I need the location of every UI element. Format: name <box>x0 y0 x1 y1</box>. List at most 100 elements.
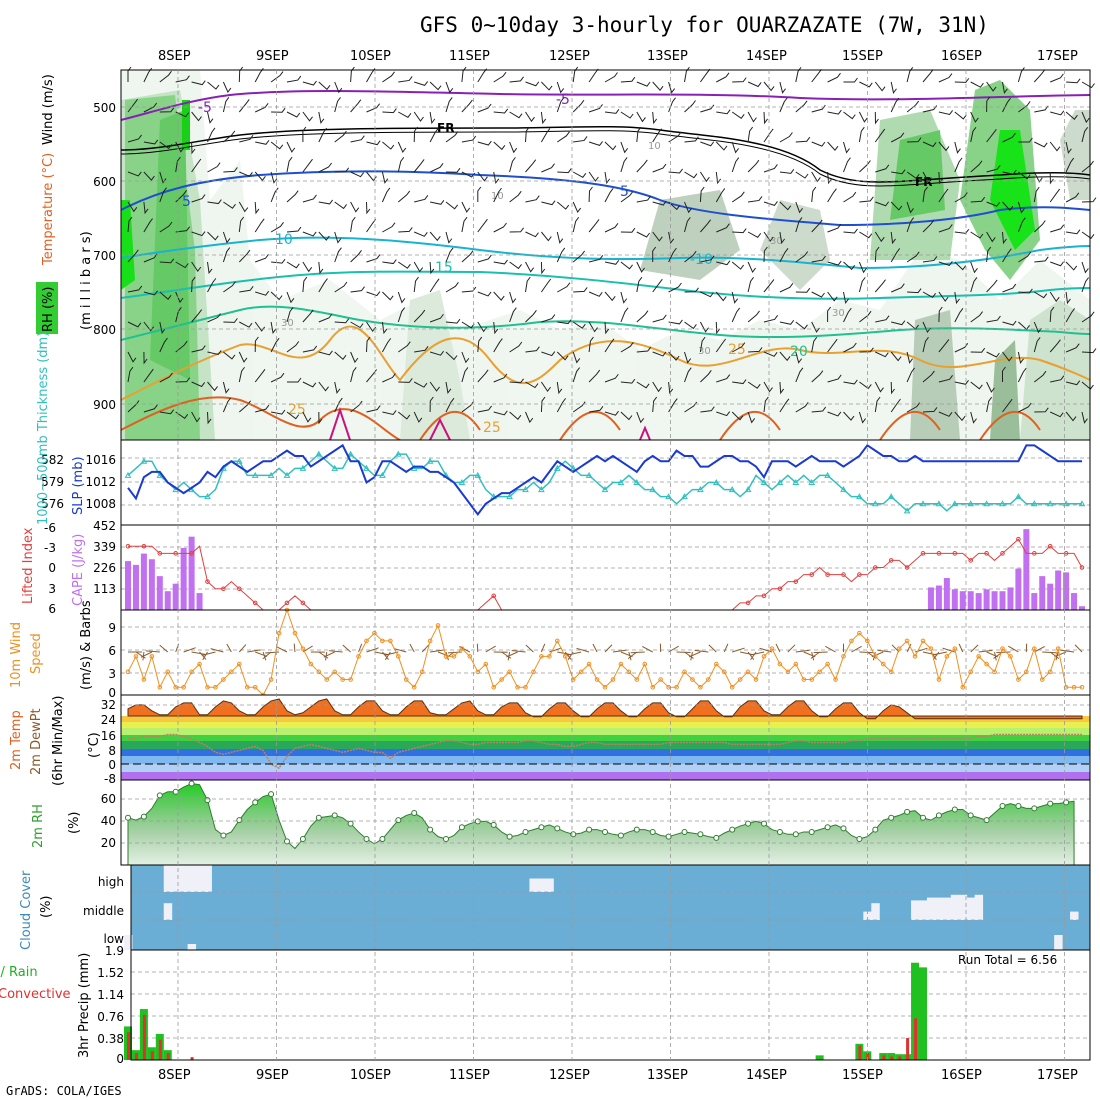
upper-wind-barb <box>874 128 886 143</box>
upper-wind-barb <box>445 381 452 395</box>
upper-wind-barb <box>795 201 803 214</box>
upper-wind-barb <box>270 291 283 301</box>
surface-wind-barb <box>421 644 430 653</box>
upper-wind-barb <box>350 216 356 233</box>
lifted-index-marker <box>1032 551 1037 556</box>
upper-wind-barb <box>381 338 392 353</box>
wind-speed-marker <box>602 684 608 690</box>
thickness-marker <box>426 457 434 464</box>
surface-wind-barb <box>393 647 407 653</box>
upper-wind-barb <box>127 321 142 328</box>
upper-wind-barb <box>763 381 773 393</box>
precip-panel: Run Total = 6.56 1.9 1.52 1.14 0.76 0.38… <box>0 944 1091 1066</box>
lifted-index-marker <box>300 600 306 606</box>
contour-label: 30 <box>770 236 783 247</box>
precip-convective-bar <box>150 1051 154 1060</box>
upper-wind-barb <box>302 231 317 237</box>
li-axis-label: Lifted Index <box>21 527 36 604</box>
upper-wind-barb <box>715 291 727 302</box>
upper-wind-barb <box>159 321 166 334</box>
thickness-marker <box>665 493 672 500</box>
thickness-marker <box>553 464 561 471</box>
top-date-label: 13SEP <box>647 49 688 64</box>
upper-wind-barb <box>302 126 307 142</box>
cape-bars <box>125 529 1085 610</box>
wind-speed-marker <box>737 677 743 682</box>
upper-wind-barb <box>271 409 286 415</box>
surface-wind-barb <box>750 651 765 656</box>
rh-marker <box>299 836 306 843</box>
contour-label: 10 <box>491 191 504 202</box>
upper-wind-barb <box>223 167 238 173</box>
cape-bar <box>951 589 958 610</box>
upper-wind-barb <box>731 157 740 173</box>
wind-speed-marker <box>531 669 536 675</box>
upper-wind-barb <box>143 351 148 365</box>
upper-wind-barb <box>827 374 842 383</box>
upper-wind-barb <box>1065 157 1075 173</box>
upper-wind-barb <box>1081 127 1089 143</box>
upper-wind-barb <box>175 226 191 233</box>
pressure-tick: 900 <box>93 398 116 412</box>
upper-wind-barb <box>461 401 475 413</box>
upper-wind-barb <box>747 81 762 88</box>
upper-wind-barb <box>874 396 881 413</box>
upper-wind-barb <box>1049 141 1061 152</box>
upper-wind-barb <box>1081 81 1095 89</box>
surface-wind-barb <box>811 651 815 661</box>
upper-wind-barb <box>143 67 153 83</box>
upper-wind-barb <box>445 351 458 361</box>
upper-wind-barb <box>779 201 792 211</box>
surface-wind-barb <box>630 651 645 654</box>
upper-wind-barb <box>906 402 921 413</box>
upper-wind-barb <box>207 278 217 293</box>
upper-wind-barb <box>127 134 142 143</box>
wind-speed-marker <box>857 630 862 636</box>
lifted-index-marker <box>205 579 210 584</box>
upper-air-panel: -5 -5 5 5 10 -10 15 20 25 25 25 FR FR 10… <box>36 66 1097 441</box>
upper-wind-barb <box>414 195 429 203</box>
upper-wind-barb <box>556 247 566 263</box>
contour-label: 10 <box>275 232 293 248</box>
thickness-marker <box>887 493 895 500</box>
upper-wind-barb <box>461 286 477 293</box>
upper-wind-barb <box>159 337 168 353</box>
upper-wind-barb <box>557 319 572 325</box>
upper-wind-barb <box>636 81 651 87</box>
precip-convective-bar <box>166 1053 170 1060</box>
wind-speed-marker <box>920 638 926 644</box>
upper-wind-barb <box>795 217 803 233</box>
surface-wind-barb <box>723 643 729 653</box>
upper-wind-barb <box>429 111 436 125</box>
wind-speed-marker <box>229 669 234 675</box>
cape-bar <box>999 591 1006 610</box>
upper-wind-barb <box>318 127 328 143</box>
upper-wind-barb <box>604 259 620 265</box>
wind-speed-marker <box>968 669 974 675</box>
upper-wind-barb <box>1002 201 1014 211</box>
upper-wind-barb <box>254 103 269 113</box>
upper-wind-barb <box>1002 351 1013 362</box>
upper-wind-barb <box>557 131 570 143</box>
upper-wind-barb <box>413 276 419 293</box>
li-tick: 0 <box>48 561 56 575</box>
wind-speed-marker <box>205 684 210 690</box>
wind-speed-marker <box>1071 684 1077 690</box>
slp-tick: 1012 <box>85 475 116 489</box>
wind-speed-marker <box>586 661 592 667</box>
upper-wind-barb <box>890 132 905 143</box>
upper-wind-barb <box>429 261 435 275</box>
upper-wind-barb <box>1065 141 1072 154</box>
wind-tick: 9 <box>108 621 116 635</box>
cloud-axis-label-2: (%) <box>39 896 54 919</box>
upper-wind-barb <box>286 141 296 153</box>
upper-wind-barb <box>684 351 692 364</box>
upper-wind-barb <box>652 381 662 393</box>
wind-speed-marker <box>555 638 560 644</box>
upper-wind-barb <box>255 253 269 263</box>
precip-legend-total: Total / Rain <box>0 965 38 980</box>
upper-wind-barb <box>620 261 633 270</box>
surface-wind-barb <box>409 643 415 653</box>
upper-wind-barb <box>366 321 377 332</box>
thickness-marker <box>522 486 529 493</box>
